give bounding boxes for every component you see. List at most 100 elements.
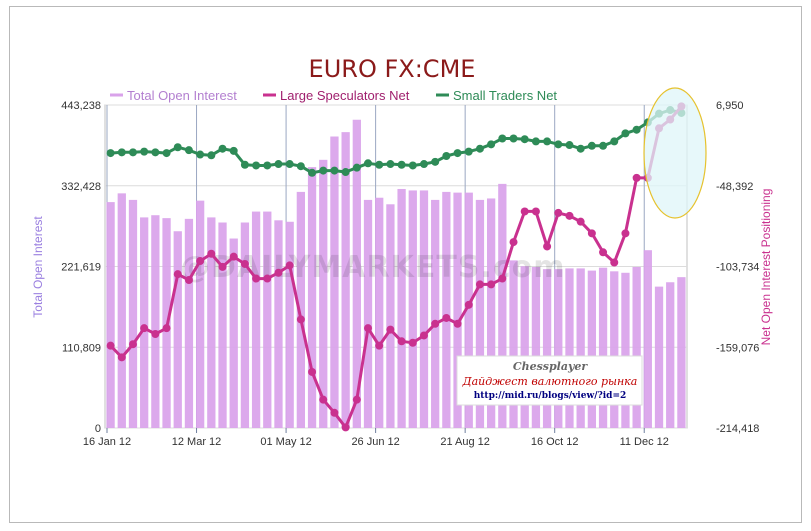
point-large-speculators-net[interactable] [487, 280, 496, 289]
point-large-speculators-net[interactable] [520, 207, 529, 216]
point-large-speculators-net[interactable] [453, 319, 462, 328]
point-small-traders-net[interactable] [274, 160, 283, 169]
point-large-speculators-net[interactable] [218, 262, 227, 271]
point-small-traders-net[interactable] [587, 141, 596, 150]
point-large-speculators-net[interactable] [285, 261, 294, 270]
point-large-speculators-net[interactable] [207, 249, 216, 258]
point-small-traders-net[interactable] [531, 137, 540, 146]
legend-item-total-open-interest[interactable]: Total Open Interest [110, 88, 237, 103]
point-small-traders-net[interactable] [173, 143, 182, 152]
point-large-speculators-net[interactable] [464, 300, 473, 309]
point-small-traders-net[interactable] [576, 144, 585, 153]
point-large-speculators-net[interactable] [531, 207, 540, 216]
point-small-traders-net[interactable] [632, 125, 641, 134]
point-small-traders-net[interactable] [487, 140, 496, 149]
point-small-traders-net[interactable] [599, 141, 608, 150]
point-large-speculators-net[interactable] [475, 280, 484, 289]
x-tick-label: 12 Mar 12 [172, 436, 222, 448]
point-large-speculators-net[interactable] [128, 340, 137, 349]
point-small-traders-net[interactable] [252, 161, 261, 170]
point-small-traders-net[interactable] [117, 148, 126, 157]
point-large-speculators-net[interactable] [240, 259, 249, 268]
point-small-traders-net[interactable] [285, 160, 294, 169]
point-large-speculators-net[interactable] [319, 395, 328, 404]
point-large-speculators-net[interactable] [196, 257, 205, 266]
point-large-speculators-net[interactable] [330, 408, 339, 417]
point-small-traders-net[interactable] [151, 148, 160, 157]
point-large-speculators-net[interactable] [162, 324, 171, 333]
point-large-speculators-net[interactable] [117, 353, 126, 362]
point-small-traders-net[interactable] [520, 135, 529, 144]
point-small-traders-net[interactable] [263, 161, 272, 170]
point-small-traders-net[interactable] [106, 149, 115, 158]
point-small-traders-net[interactable] [207, 151, 216, 160]
point-small-traders-net[interactable] [319, 166, 328, 175]
point-large-speculators-net[interactable] [419, 331, 428, 340]
point-small-traders-net[interactable] [543, 137, 552, 146]
point-large-speculators-net[interactable] [296, 315, 305, 324]
point-large-speculators-net[interactable] [184, 276, 193, 285]
point-large-speculators-net[interactable] [106, 341, 115, 350]
point-large-speculators-net[interactable] [587, 229, 596, 238]
point-small-traders-net[interactable] [397, 160, 406, 169]
point-small-traders-net[interactable] [464, 147, 473, 156]
point-large-speculators-net[interactable] [263, 274, 272, 283]
point-small-traders-net[interactable] [218, 144, 227, 153]
point-small-traders-net[interactable] [240, 160, 249, 169]
point-small-traders-net[interactable] [408, 161, 417, 170]
point-large-speculators-net[interactable] [252, 274, 261, 283]
point-large-speculators-net[interactable] [442, 313, 451, 322]
point-large-speculators-net[interactable] [308, 367, 317, 376]
point-large-speculators-net[interactable] [397, 337, 406, 346]
point-large-speculators-net[interactable] [341, 423, 350, 432]
point-large-speculators-net[interactable] [509, 238, 518, 247]
point-small-traders-net[interactable] [341, 168, 350, 177]
point-small-traders-net[interactable] [229, 146, 238, 155]
point-large-speculators-net[interactable] [364, 324, 373, 333]
legend-item-small-traders[interactable]: Small Traders Net [436, 88, 557, 103]
point-small-traders-net[interactable] [621, 129, 630, 138]
point-large-speculators-net[interactable] [565, 211, 574, 220]
point-large-speculators-net[interactable] [173, 270, 182, 279]
point-small-traders-net[interactable] [375, 160, 384, 169]
point-small-traders-net[interactable] [128, 148, 137, 157]
point-large-speculators-net[interactable] [229, 252, 238, 261]
point-large-speculators-net[interactable] [610, 258, 619, 267]
point-small-traders-net[interactable] [330, 166, 339, 175]
point-large-speculators-net[interactable] [554, 208, 563, 217]
point-small-traders-net[interactable] [475, 144, 484, 153]
point-large-speculators-net[interactable] [352, 395, 361, 404]
point-large-speculators-net[interactable] [543, 242, 552, 251]
point-small-traders-net[interactable] [162, 149, 171, 158]
point-small-traders-net[interactable] [565, 141, 574, 150]
point-large-speculators-net[interactable] [151, 330, 160, 339]
point-large-speculators-net[interactable] [375, 341, 384, 350]
point-large-speculators-net[interactable] [274, 268, 283, 277]
point-small-traders-net[interactable] [196, 150, 205, 159]
point-large-speculators-net[interactable] [498, 274, 507, 283]
point-large-speculators-net[interactable] [621, 229, 630, 238]
point-small-traders-net[interactable] [308, 168, 317, 177]
point-large-speculators-net[interactable] [576, 217, 585, 226]
point-large-speculators-net[interactable] [408, 338, 417, 347]
point-small-traders-net[interactable] [419, 160, 428, 169]
point-small-traders-net[interactable] [453, 149, 462, 158]
point-small-traders-net[interactable] [140, 147, 149, 156]
point-large-speculators-net[interactable] [386, 325, 395, 334]
point-small-traders-net[interactable] [498, 134, 507, 143]
point-small-traders-net[interactable] [442, 151, 451, 160]
point-small-traders-net[interactable] [610, 137, 619, 146]
legend-item-large-speculators[interactable]: Large Speculators Net [263, 88, 410, 103]
point-small-traders-net[interactable] [386, 160, 395, 169]
point-large-speculators-net[interactable] [599, 248, 608, 257]
point-small-traders-net[interactable] [554, 140, 563, 149]
point-small-traders-net[interactable] [184, 146, 193, 155]
point-large-speculators-net[interactable] [431, 319, 440, 328]
point-small-traders-net[interactable] [431, 157, 440, 166]
point-large-speculators-net[interactable] [140, 324, 149, 333]
point-small-traders-net[interactable] [352, 163, 361, 172]
point-large-speculators-net[interactable] [632, 173, 641, 182]
point-small-traders-net[interactable] [364, 159, 373, 168]
point-small-traders-net[interactable] [296, 162, 305, 171]
point-small-traders-net[interactable] [509, 134, 518, 143]
